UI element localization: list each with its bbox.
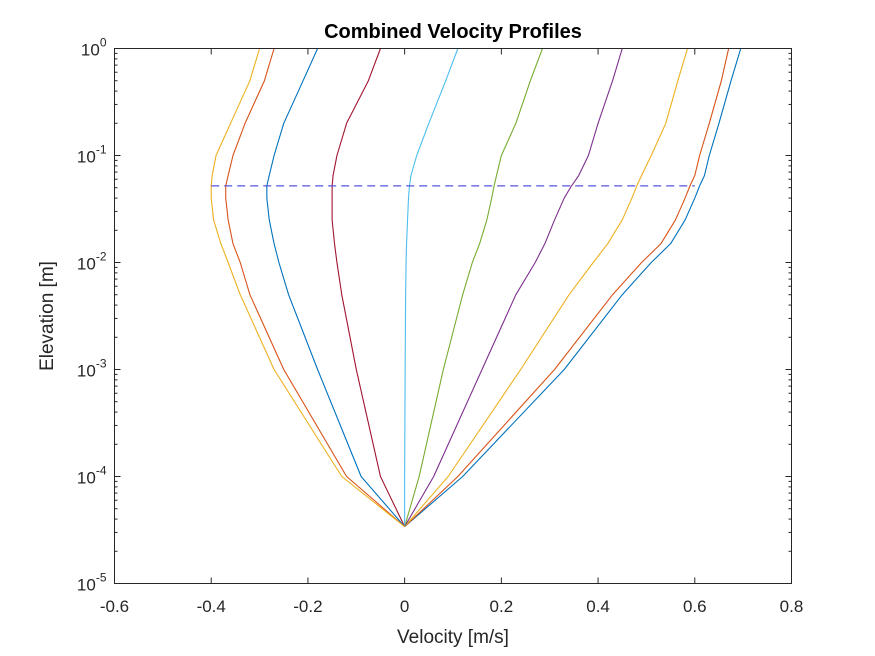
x-axis-ticks: -0.6 -0.4 -0.2 0 0.2 0.4 0.6 0.8 xyxy=(100,48,804,616)
y-axis-ticks: 10-5 10-4 10-3 10-2 10-1 100 xyxy=(77,36,792,595)
series-line-10 xyxy=(210,48,405,528)
y-axis-label: Elevation [m] xyxy=(37,261,58,371)
plot-area-frame xyxy=(114,48,792,584)
series-line-3 xyxy=(404,48,689,527)
chart-title: Combined Velocity Profiles xyxy=(324,21,582,43)
series-line-1 xyxy=(404,48,742,528)
x-tick-label: 0.6 xyxy=(683,597,707,616)
y-tick-label: 100 xyxy=(81,36,107,60)
series-line-7 xyxy=(331,48,406,527)
series-line-8 xyxy=(266,48,406,527)
x-axis-label: Velocity [m/s] xyxy=(397,627,509,648)
y-tick-label: 10-4 xyxy=(77,464,107,488)
series-line-4 xyxy=(404,48,623,527)
series-line-5 xyxy=(404,48,543,527)
x-tick-label: 0 xyxy=(400,597,409,616)
y-tick-label: 10-2 xyxy=(77,250,107,274)
series-line-2 xyxy=(404,48,730,528)
x-tick-label: 0.2 xyxy=(490,597,514,616)
series-line-9 xyxy=(225,48,405,528)
x-tick-label: -0.2 xyxy=(293,597,322,616)
x-tick-label: -0.6 xyxy=(100,597,129,616)
y-tick-label: 10-3 xyxy=(77,357,107,381)
x-tick-label: -0.4 xyxy=(197,597,226,616)
x-tick-label: 0.4 xyxy=(586,597,610,616)
y-tick-label: 10-5 xyxy=(77,571,107,595)
series-layer xyxy=(210,48,742,528)
x-tick-label: 0.8 xyxy=(780,597,804,616)
y-tick-label: 10-1 xyxy=(77,143,107,167)
series-line-6 xyxy=(404,48,459,527)
